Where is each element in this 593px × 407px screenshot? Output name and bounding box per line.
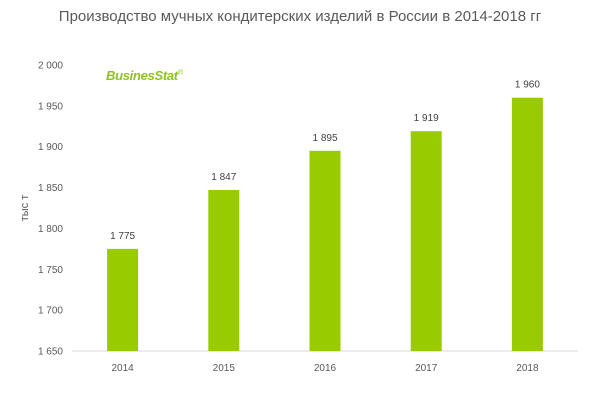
y-tick-label: 1 800	[38, 224, 63, 235]
data-label-2015: 1 847	[211, 172, 236, 183]
bar-2015	[208, 190, 240, 351]
bar-2018	[511, 97, 543, 351]
bar-2014	[107, 248, 139, 351]
x-tick-label-2014: 2014	[111, 363, 134, 374]
data-label-2018: 1 960	[515, 80, 540, 91]
x-tick-label-2017: 2017	[415, 363, 438, 374]
chart-title: Производство мучных кондитерских изделий…	[58, 8, 542, 25]
y-tick-label: 1 850	[38, 183, 63, 194]
x-tick-label-2015: 2015	[213, 363, 236, 374]
y-axis-ticks: 1 650 1 700 1 750 1 800 1 850 1 900 1 950 2 000	[38, 61, 63, 358]
y-tick-label: 1 750	[38, 265, 63, 276]
x-axis-ticks: 2014 2015 2016 2017 2018	[111, 363, 538, 374]
y-axis-label: тыс т	[19, 195, 31, 222]
data-label-2016: 1 895	[312, 133, 337, 144]
data-label-2017: 1 919	[414, 113, 439, 124]
y-tick-label: 1 900	[38, 142, 63, 153]
bars	[107, 97, 543, 351]
y-tick-label: 1 700	[38, 306, 63, 317]
bar-2016	[309, 150, 341, 351]
x-tick-label-2016: 2016	[314, 363, 337, 374]
x-tick-label-2018: 2018	[516, 363, 539, 374]
y-tick-label: 1 950	[38, 101, 63, 112]
y-tick-label: 2 000	[38, 61, 63, 72]
bar-2017	[410, 131, 442, 351]
logo-text: BusinesStat	[106, 68, 178, 83]
businesstat-logo: BusinesStat®	[106, 68, 183, 83]
data-label-2014: 1 775	[110, 231, 135, 242]
data-labels: 1 775 1 847 1 895 1 919 1 960	[110, 80, 540, 242]
y-tick-label: 1 650	[38, 347, 63, 358]
